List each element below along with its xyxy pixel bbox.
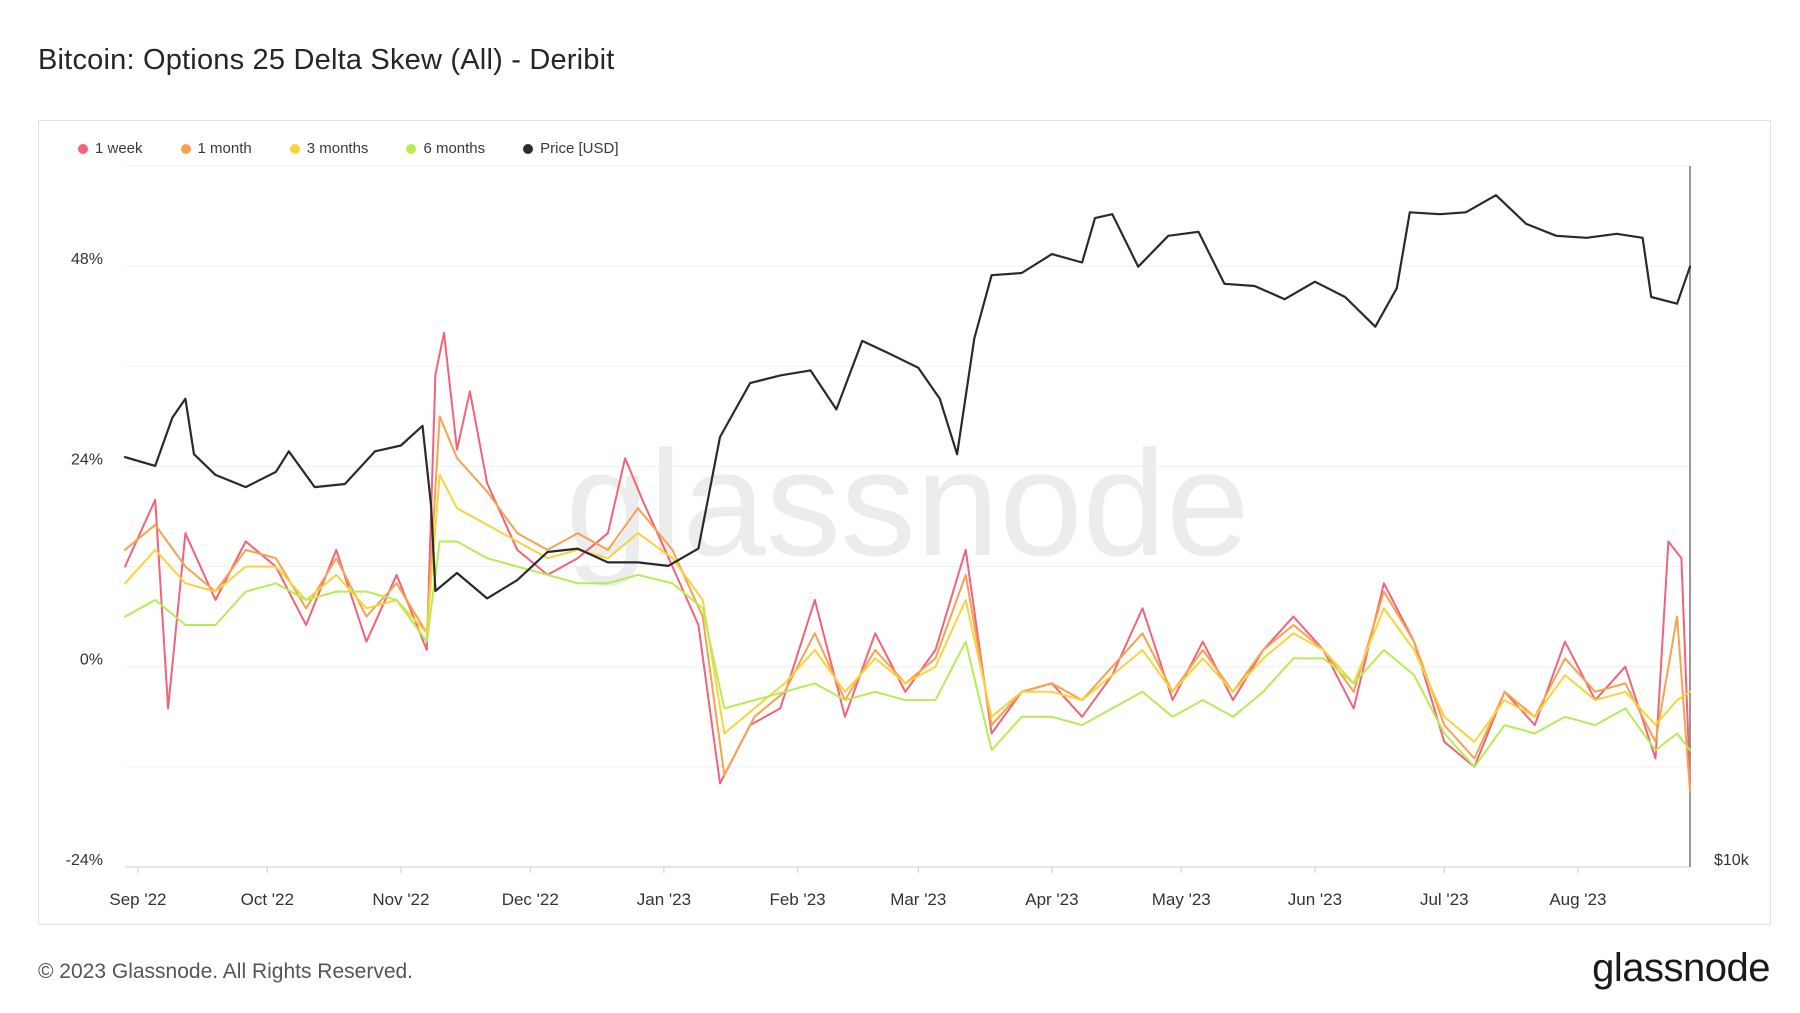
legend-dot-icon [523,143,534,154]
legend-label: 1 month [197,140,252,157]
chart-frame [38,120,1771,925]
y-tick-label: -24% [66,852,103,869]
y-tick-label: 48% [71,251,103,268]
legend-item[interactable]: Price [USD] [523,140,619,157]
x-tick-label: Nov '22 [372,890,429,909]
legend-label: 3 months [306,140,369,157]
chart-title: Bitcoin: Options 25 Delta Skew (All) - D… [38,44,615,76]
x-tick-label: Apr '23 [1025,890,1078,909]
legend-item[interactable]: 1 month [180,140,252,157]
legend-label: 6 months [423,140,486,157]
x-tick-label: Aug '23 [1549,890,1606,909]
legend-item[interactable]: 6 months [406,140,485,157]
legend-label: Price [USD] [540,140,619,157]
x-tick-label: Sep '22 [109,890,166,909]
x-tick-label: Jan '23 [637,890,691,909]
y-tick-label: 0% [80,652,103,669]
x-tick-label: Jul '23 [1420,890,1469,909]
legend-item[interactable]: 1 week [78,140,143,157]
glassnode-logo: glassnode [1592,946,1770,990]
chart-legend: 1 week 1 month 3 months 6 months Price [USD] [78,140,657,157]
series-line-6-months [124,540,1691,768]
x-tick-label: Feb '23 [769,890,825,909]
legend-label: 1 week [95,140,143,157]
y-right-tick-label: $10k [1714,852,1750,869]
legend-dot-icon [289,143,300,154]
x-tick-label: May '23 [1152,890,1211,909]
legend-item[interactable]: 3 months [289,140,369,157]
x-tick-label: Oct '22 [241,890,294,909]
x-tick-label: Mar '23 [890,890,946,909]
x-tick-label: Dec '22 [502,890,559,909]
watermark-text: glassnode [566,419,1250,587]
series-line-price-usd [123,194,1692,600]
copyright-text: © 2023 Glassnode. All Rights Reserved. [38,960,414,983]
x-tick-label: Jun '23 [1288,890,1342,909]
legend-dot-icon [180,143,191,154]
legend-dot-icon [406,143,417,154]
legend-dot-icon [78,143,88,154]
y-tick-label: 24% [71,451,103,468]
